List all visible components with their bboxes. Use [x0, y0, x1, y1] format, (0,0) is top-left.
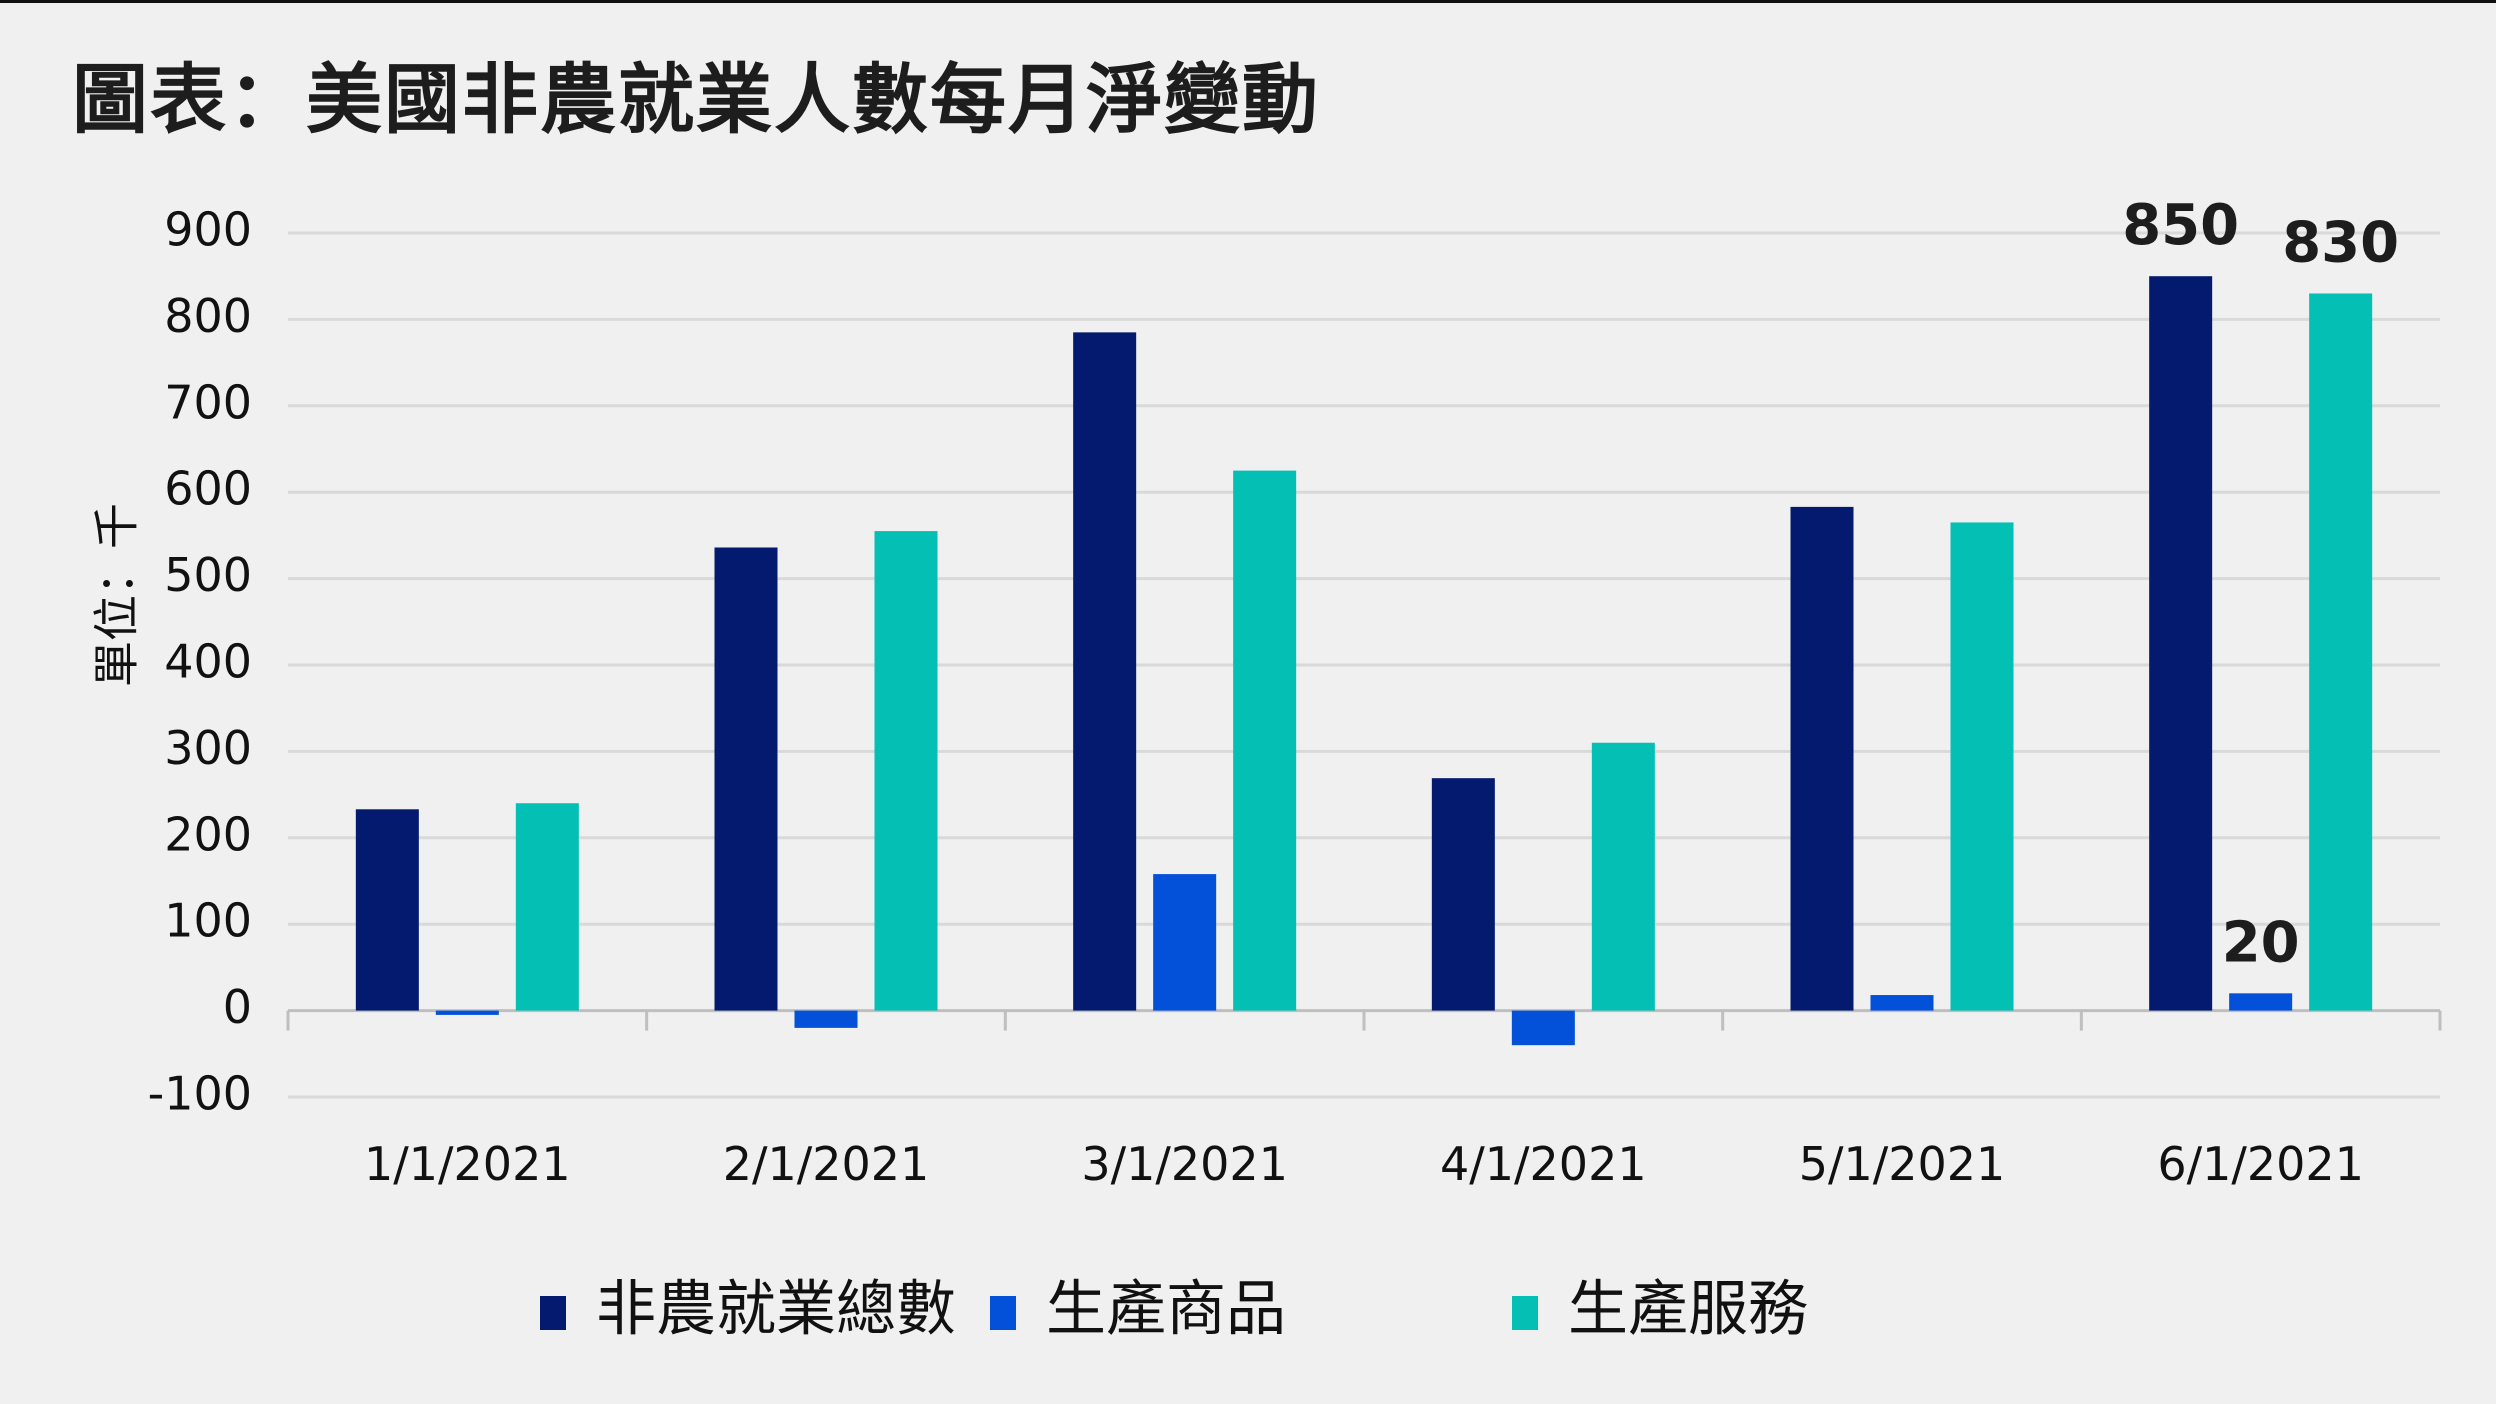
data-label: 20: [2222, 910, 2300, 975]
bar: [1153, 874, 1217, 1011]
y-axis-title: 單位：千: [90, 503, 144, 687]
y-tick-label: 500: [164, 548, 252, 602]
bar: [1431, 778, 1495, 1011]
y-tick-label: 0: [223, 980, 252, 1034]
bar: [1073, 332, 1137, 1011]
x-axis-category-labels: 1/1/2021 2/1/2021 3/1/2021 4/1/2021 5/1/2021…: [364, 1137, 2364, 1191]
data-label: 830: [2282, 210, 2399, 275]
legend-label: 生產商品: [1046, 1275, 1286, 1345]
x-category-label: 6/1/2021: [2157, 1137, 2364, 1191]
bar: [1950, 522, 2014, 1011]
bar: [1591, 742, 1655, 1011]
legend-swatch: [990, 1296, 1016, 1330]
legend-swatch: [1512, 1296, 1538, 1330]
x-category-label: 3/1/2021: [1081, 1137, 1288, 1191]
bar: [435, 1010, 499, 1015]
bar: [2229, 993, 2293, 1011]
y-tick-label: 200: [164, 807, 252, 861]
bar: [355, 809, 419, 1011]
y-tick-label: 300: [164, 721, 252, 775]
data-labels: 850 20 830: [2122, 193, 2399, 975]
legend: 非農就業總數 生產商品 生產服務: [540, 1275, 1808, 1345]
bar: [515, 803, 579, 1011]
y-tick-label: 100: [164, 894, 252, 948]
data-label: 850: [2122, 193, 2239, 258]
bar: [1870, 995, 1934, 1011]
x-category-label: 4/1/2021: [1440, 1137, 1647, 1191]
bars: [355, 276, 2373, 1046]
bar: [794, 1010, 858, 1028]
gridlines: [288, 231, 2440, 1099]
legend-label: 生產服務: [1568, 1275, 1808, 1345]
chart-title: 圖表：美國非農就業人數每月淨變動: [72, 55, 1320, 144]
y-tick-label: 800: [164, 289, 252, 343]
y-tick-label: -100: [148, 1067, 252, 1121]
y-tick-label: 700: [164, 375, 252, 429]
y-tick-label: 900: [164, 203, 252, 257]
bar: [2149, 276, 2213, 1011]
y-tick-label: 600: [164, 462, 252, 516]
bar: [2309, 293, 2373, 1011]
top-border: [0, 0, 2496, 3]
x-category-label: 1/1/2021: [364, 1137, 571, 1191]
x-category-label: 5/1/2021: [1799, 1137, 2006, 1191]
x-category-label: 2/1/2021: [723, 1137, 930, 1191]
y-tick-label: 400: [164, 635, 252, 689]
bar: [1790, 506, 1854, 1011]
bar: [714, 547, 778, 1011]
legend-swatch: [540, 1296, 566, 1330]
bar: [874, 531, 938, 1011]
x-axis: [286, 1009, 2442, 1031]
legend-label: 非農就業總數: [596, 1275, 956, 1345]
bar: [1233, 470, 1297, 1011]
bar: [1511, 1010, 1575, 1046]
y-axis-ticks: 900 800 700 600 500 400 300 200 100 0 -100: [148, 203, 252, 1121]
